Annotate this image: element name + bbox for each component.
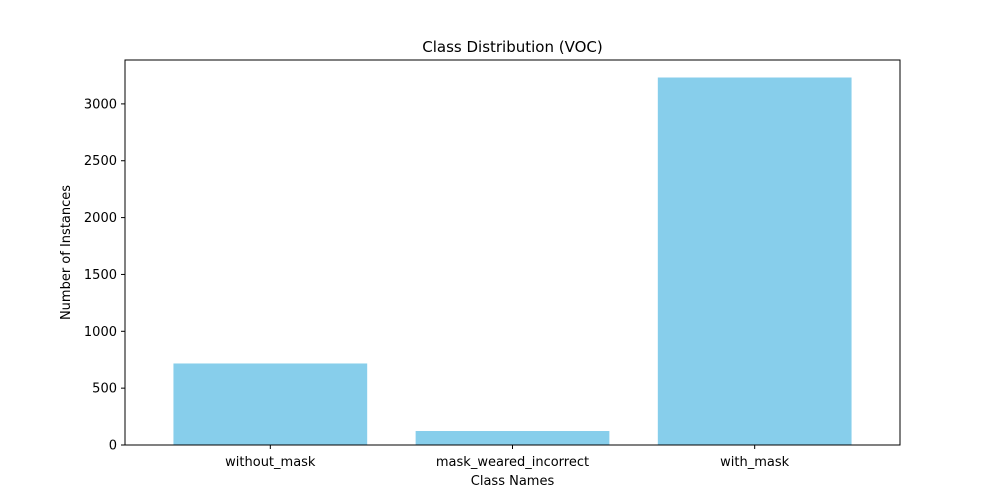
x-tick-label: with_mask	[720, 455, 789, 470]
x-ticks-group: without_mask mask_weared_incorrect with_ma…	[225, 445, 790, 470]
y-tick-label: 2500	[84, 154, 117, 169]
chart-title: Class Distribution (VOC)	[422, 38, 603, 56]
x-tick-label: mask_weared_incorrect	[436, 455, 589, 470]
bar-mask-weared-incorrect	[415, 431, 610, 445]
y-tick-label: 2000	[84, 211, 117, 226]
y-axis-title: Number of Instances	[59, 185, 74, 320]
plot-frame	[124, 59, 901, 446]
y-ticks-group: 0 500 1000 1500 2000 2500 3000	[84, 97, 125, 454]
x-axis-title: Class Names	[471, 474, 555, 489]
bars-group	[173, 77, 852, 445]
bar-with-mask	[657, 77, 852, 445]
y-tick-label: 3000	[84, 97, 117, 112]
y-tick-label: 500	[92, 382, 117, 397]
y-tick-label: 0	[109, 439, 117, 454]
bar-without-mask	[173, 363, 368, 445]
x-tick-label: without_mask	[225, 455, 316, 470]
y-tick-label: 1000	[84, 325, 117, 340]
y-tick-label: 1500	[84, 268, 117, 283]
